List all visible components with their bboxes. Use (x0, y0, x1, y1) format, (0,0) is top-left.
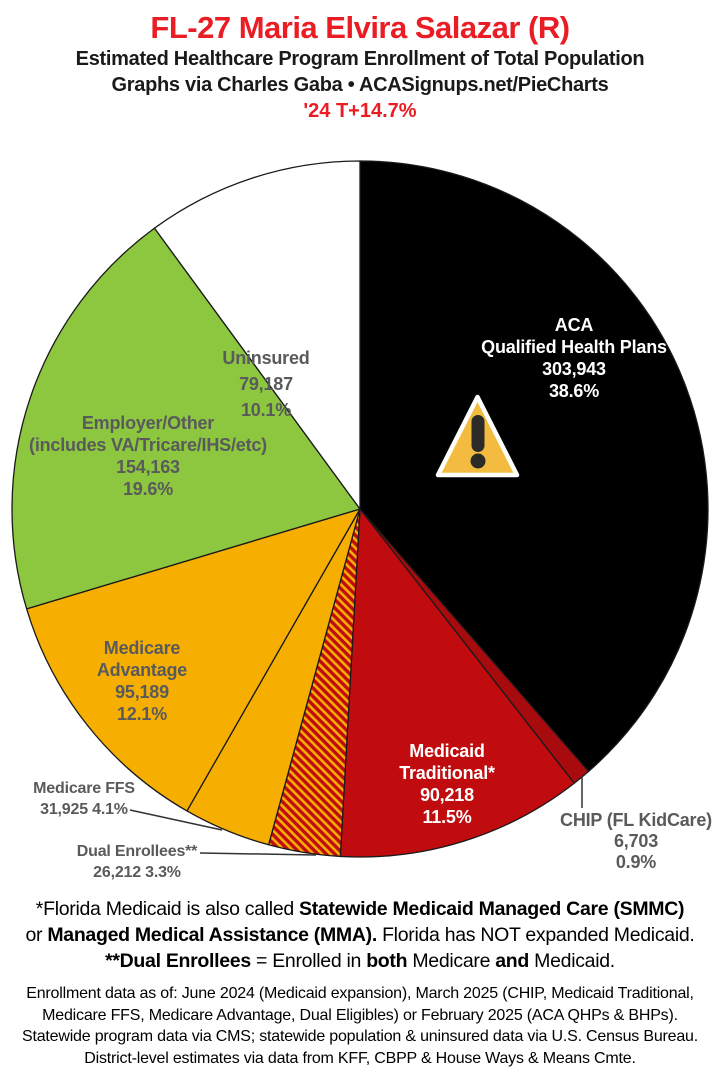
footnote-segment: Statewide Medicaid Managed Care (SMMC) (299, 898, 685, 920)
footnote-segment: and (495, 950, 530, 972)
page-title: FL-27 Maria Elvira Salazar (R) (150, 10, 570, 45)
footnote-segment: Managed Medical Assistance (MMA). (47, 924, 377, 946)
footnote-line: **Dual Enrollees = Enrolled in both Medi… (0, 948, 720, 974)
pie-svg (11, 160, 709, 858)
source-line: Statewide program data via CMS; statewid… (21, 1028, 698, 1045)
footnote-segment: **Dual Enrollees (105, 950, 251, 972)
footnote-segment: Florida has NOT expanded Medicaid. (376, 924, 695, 946)
wedge-aca-qhp (359, 160, 709, 773)
warning-icon (435, 394, 520, 478)
footnote-segment: = Enrolled in (250, 950, 367, 972)
chart-subtitle: Estimated Healthcare Program Enrollment … (75, 48, 645, 70)
election-margin-note: '24 T+14.7% (303, 100, 417, 122)
wedge-medicaid-traditional (339, 508, 575, 858)
leader-line-dual-enrollees (199, 852, 317, 856)
footnote-segment: Medicare (407, 950, 496, 972)
source-line: District-level estimates via data from K… (84, 1049, 636, 1067)
pie-chart: ACA Qualified Health Plans 303,943 38.6% CHI… (0, 152, 720, 884)
chart-header: FL-27 Maria Elvira Salazar (R) Estimated… (0, 0, 720, 124)
source-note: Enrollment data as of: June 2024 (Medica… (0, 983, 720, 1069)
footnotes: *Florida Medicaid is also called Statewi… (0, 896, 720, 974)
wedge-employer-other (11, 227, 361, 610)
wedge-uninsured (153, 160, 361, 510)
source-line: Medicare FFS, Medicare Advantage, Dual E… (42, 1006, 678, 1024)
leader-line-medicare-ffs (129, 809, 223, 831)
footnote-segment: or (25, 924, 48, 946)
source-line: Enrollment data as of: June 2024 (Medica… (26, 985, 694, 1002)
chart-credit: Graphs via Charles Gaba • ACASignups.net… (111, 74, 609, 96)
footnote-line: *Florida Medicaid is also called Statewi… (0, 896, 720, 922)
footnote-segment: Medicaid. (529, 950, 615, 972)
footnote-segment: both (366, 950, 408, 972)
footnote-segment: *Florida Medicaid is also called (35, 898, 300, 920)
footnote-line: or Managed Medical Assistance (MMA). Flo… (0, 922, 720, 948)
